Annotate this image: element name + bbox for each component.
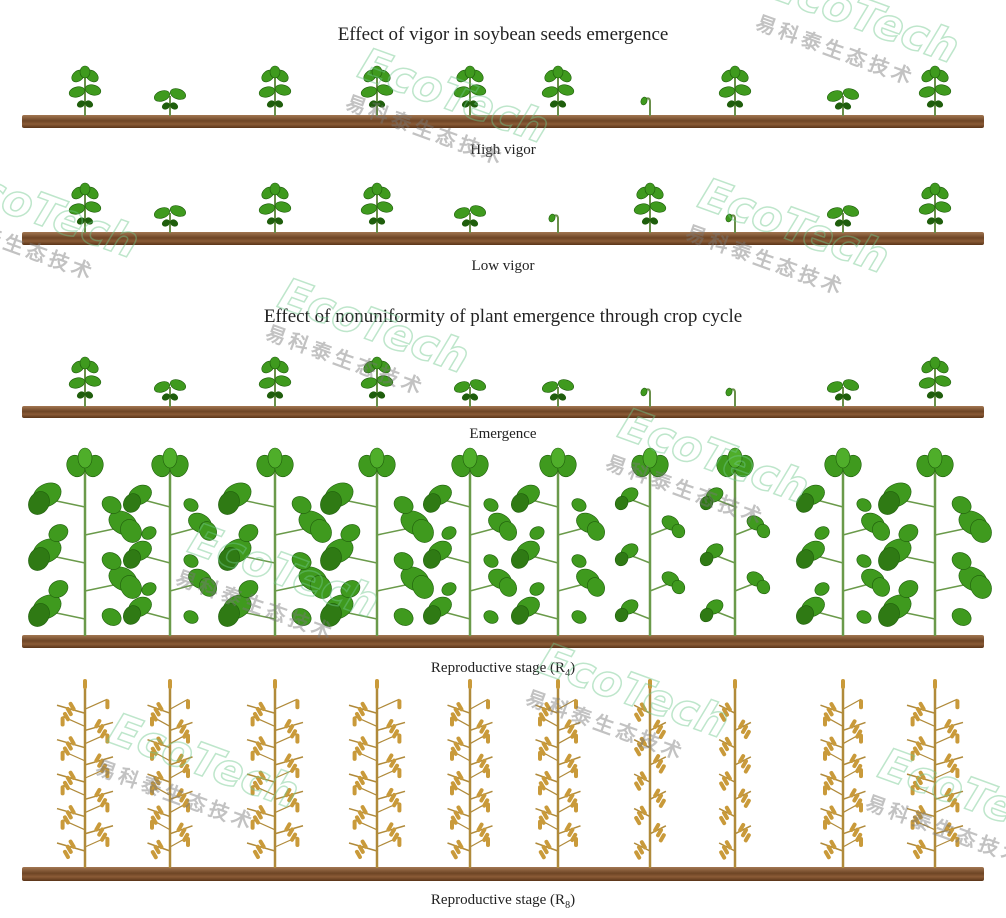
soil-strip [22,867,984,881]
plant-medium [147,679,193,868]
soil-strip [22,115,984,128]
plant-cotyledon [826,205,860,233]
plant-medium [511,447,605,636]
plant-medium [447,679,493,868]
plant-cotyledon [541,379,575,407]
plant-hook [640,387,651,407]
plant-medium [535,679,581,868]
plant-seedling [68,182,102,233]
plant-seedling [258,356,292,407]
plant-seedling [633,182,667,233]
plant-cotyledon [826,379,860,407]
title-vigor: Effect of vigor in soybean seeds emergen… [337,24,669,45]
soil-strip [22,635,984,648]
plant-large [218,447,332,636]
plant-small [614,447,686,636]
plant-seedling [360,65,394,116]
plant-seedling [541,65,575,116]
soil-strip [22,406,984,418]
plant-hook [725,387,736,407]
plant-seedling [258,182,292,233]
row-label: High vigor [0,142,1006,161]
plant-hook [725,213,736,233]
plant-large [878,447,992,636]
plant-seedling [918,65,952,116]
plant-cotyledon [453,205,487,233]
plant-seedling [68,65,102,116]
soil-strip [22,232,984,245]
plant-cotyledon [153,88,187,116]
row-label: Reproductive stage (R8) [430,892,576,911]
plant-medium [423,447,517,636]
plant-seedling [360,356,394,407]
plant-large [320,447,434,636]
plant-small [718,679,752,868]
row-label: Low vigor [0,258,1006,277]
plant-large [906,679,964,868]
plant-cotyledon [153,379,187,407]
plant-seedling [918,356,952,407]
plant-medium [123,447,217,636]
plant-seedling [68,356,102,407]
plant-cotyledon [153,205,187,233]
row-label-text: Reproductive stage (R [430,892,566,908]
plant-cotyledon [826,88,860,116]
plant-seedling [918,182,952,233]
row-label-text: High vigor [470,142,536,158]
plant-large [28,447,142,636]
plant-medium [796,447,890,636]
row-label-text: Emergence [469,426,537,442]
row-label-subscript: 8 [565,900,571,911]
plant-hook [640,96,651,116]
row-label-text: Low vigor [471,258,535,274]
title-uniformity: Effect of nonuniformity of plant emergen… [263,306,743,327]
plant-large [246,679,304,868]
plant-seedling [360,182,394,233]
plant-large [348,679,406,868]
plant-seedling [718,65,752,116]
plant-small [633,679,667,868]
plant-medium [820,679,866,868]
plant-large [56,679,114,868]
plant-small [699,447,771,636]
row-label-subscript: 4 [565,668,571,679]
row-label-text: Reproductive stage (R [430,660,566,676]
row-label: Emergence [0,426,1006,445]
row-label: Reproductive stage (R4) [430,660,576,679]
plant-seedling [453,65,487,116]
plant-cotyledon [453,379,487,407]
plant-hook [548,213,559,233]
plant-seedling [258,65,292,116]
